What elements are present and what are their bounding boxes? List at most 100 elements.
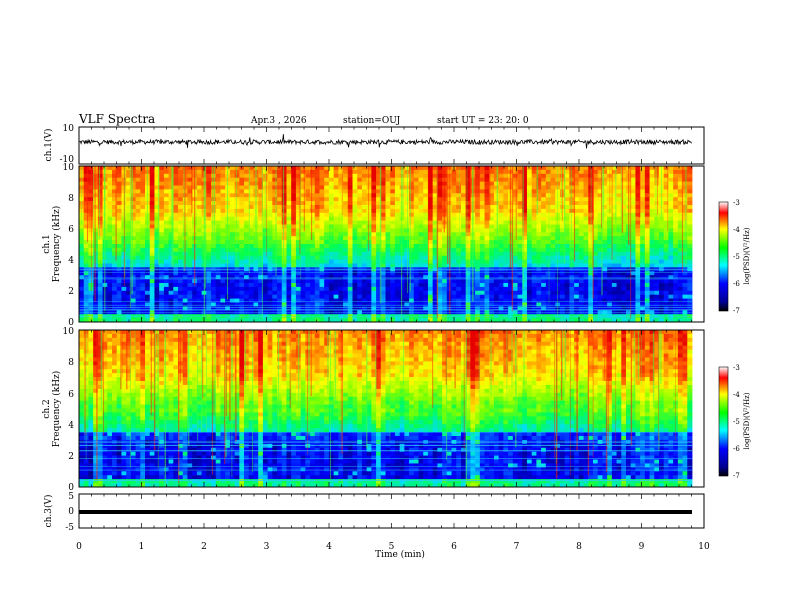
spectrogram-cell: [253, 290, 259, 296]
spectrogram-cell: [654, 173, 660, 179]
spectrogram-cell: [574, 169, 580, 175]
spectrogram-cell: [654, 267, 660, 272]
spectrogram-cell: [267, 212, 273, 218]
spectrogram-cell: [319, 173, 325, 179]
spectrogram-cell: [277, 216, 283, 221]
spectrogram-cell: [371, 201, 377, 206]
spectrogram-cell: [404, 298, 410, 303]
spectrogram-cell: [182, 275, 188, 280]
spectrogram-cell: [328, 220, 335, 225]
spectrogram-cell: [244, 166, 250, 171]
spectrogram-cell: [116, 294, 122, 299]
start-time-label: start UT = 23: 20: 0: [437, 116, 529, 126]
spectrogram-cell: [366, 220, 372, 225]
spectrogram-cell: [583, 259, 589, 264]
spectrogram-cell: [310, 283, 316, 288]
spectrogram-cell: [682, 220, 688, 225]
ch1-spectrogram-panel: 10 8 6 4 2 0 ch.1 Frequency (kHz) -3 -4 …: [42, 163, 751, 328]
spectrogram-cell: [658, 275, 665, 280]
spectrogram-cell: [658, 255, 665, 260]
spectrogram-cell: [522, 302, 528, 307]
spectrogram-cell: [526, 259, 533, 264]
spectrogram-cell: [286, 255, 292, 260]
spectrogram-cell: [229, 205, 236, 210]
spectrogram-cell: [215, 247, 221, 253]
spectrogram-cell: [145, 286, 151, 292]
spectrogram-cell: [140, 169, 146, 175]
spectrogram-cell: [399, 283, 405, 288]
spectrogram-cell: [418, 212, 424, 218]
spectrogram-cell: [361, 286, 368, 292]
spectrogram-cell: [258, 283, 264, 288]
spectrogram-cell: [451, 283, 457, 288]
spectrogram-cell: [559, 220, 566, 225]
spectrogram-cell: [140, 240, 146, 245]
spectrogram-cell: [300, 240, 306, 245]
spectrogram-cell: [677, 228, 683, 233]
spectrogram-cell: [592, 228, 599, 233]
spectrogram-cell: [437, 216, 443, 221]
spectrogram-cell: [281, 244, 287, 249]
spectrogram-cell: [130, 255, 136, 260]
spectrogram-cell: [456, 259, 462, 264]
spectrogram-cell: [465, 236, 471, 241]
spectrogram-cell: [163, 205, 169, 210]
spectrogram-cell: [291, 169, 297, 175]
spectrogram-cell: [493, 290, 500, 296]
spectrogram-cell: [116, 286, 122, 292]
spectrogram-cell: [168, 244, 174, 249]
spectrogram-cell: [149, 275, 155, 280]
spectrogram-cell: [531, 302, 537, 307]
spectrogram-cell: [432, 193, 438, 198]
spectrogram-cell: [423, 240, 429, 245]
spectrogram-cell: [196, 201, 202, 206]
spectrogram-cell: [451, 193, 457, 198]
spectrogram-cell: [239, 240, 245, 245]
spectrogram-cell: [366, 232, 372, 237]
spectrogram-cell: [427, 240, 434, 245]
spectrogram-cell: [460, 177, 467, 182]
spectrogram-cell: [168, 247, 174, 253]
spectrogram-cell: [649, 224, 655, 229]
spectrogram-cell: [423, 294, 429, 299]
spectrogram-cell: [630, 189, 636, 194]
spectrogram-cell: [399, 177, 405, 182]
spectrogram-cell: [215, 263, 221, 268]
spectrogram-cell: [253, 271, 259, 276]
spectrogram-cell: [635, 283, 641, 288]
spectrogram-cell: [206, 201, 212, 206]
spectrogram-cell: [140, 220, 146, 225]
spectrogram-cell: [385, 279, 391, 284]
spectrogram-cell: [409, 275, 415, 280]
spectrogram-cell: [673, 302, 679, 307]
spectrogram-cell: [93, 185, 99, 190]
spectrogram-cell: [630, 216, 636, 221]
spectrogram-cell: [640, 216, 646, 221]
spectrogram-cell: [333, 232, 339, 237]
spectrogram-cell: [291, 173, 297, 179]
spectrogram-cell: [460, 271, 467, 276]
spectrogram-cell: [328, 298, 335, 303]
spectrogram-cell: [229, 193, 236, 198]
spectrogram-cell: [272, 181, 278, 186]
spectrogram-cell: [578, 294, 584, 299]
spectrogram-cell: [338, 267, 344, 272]
spectrogram-cell: [347, 283, 353, 288]
spectrogram-cell: [371, 169, 377, 175]
spectrogram-cell: [140, 259, 146, 264]
spectrogram-cell: [475, 255, 481, 260]
spectrogram-cell: [592, 279, 599, 284]
spectrogram-cell: [88, 193, 94, 198]
spectrogram-cell: [116, 181, 122, 186]
spectrogram-cell: [376, 271, 382, 276]
spectrogram-cell: [663, 216, 669, 221]
spectrogram-cell: [460, 310, 467, 315]
spectrogram-cell: [154, 251, 160, 257]
spectrogram-cell: [588, 251, 594, 257]
spectrogram-cell: [343, 208, 349, 214]
spectrogram-cell: [484, 279, 490, 284]
spectrogram-cell: [493, 294, 500, 299]
spectrogram-cell: [687, 263, 693, 268]
spectrogram-cell: [611, 244, 617, 249]
spectrogram-cell: [578, 189, 584, 194]
